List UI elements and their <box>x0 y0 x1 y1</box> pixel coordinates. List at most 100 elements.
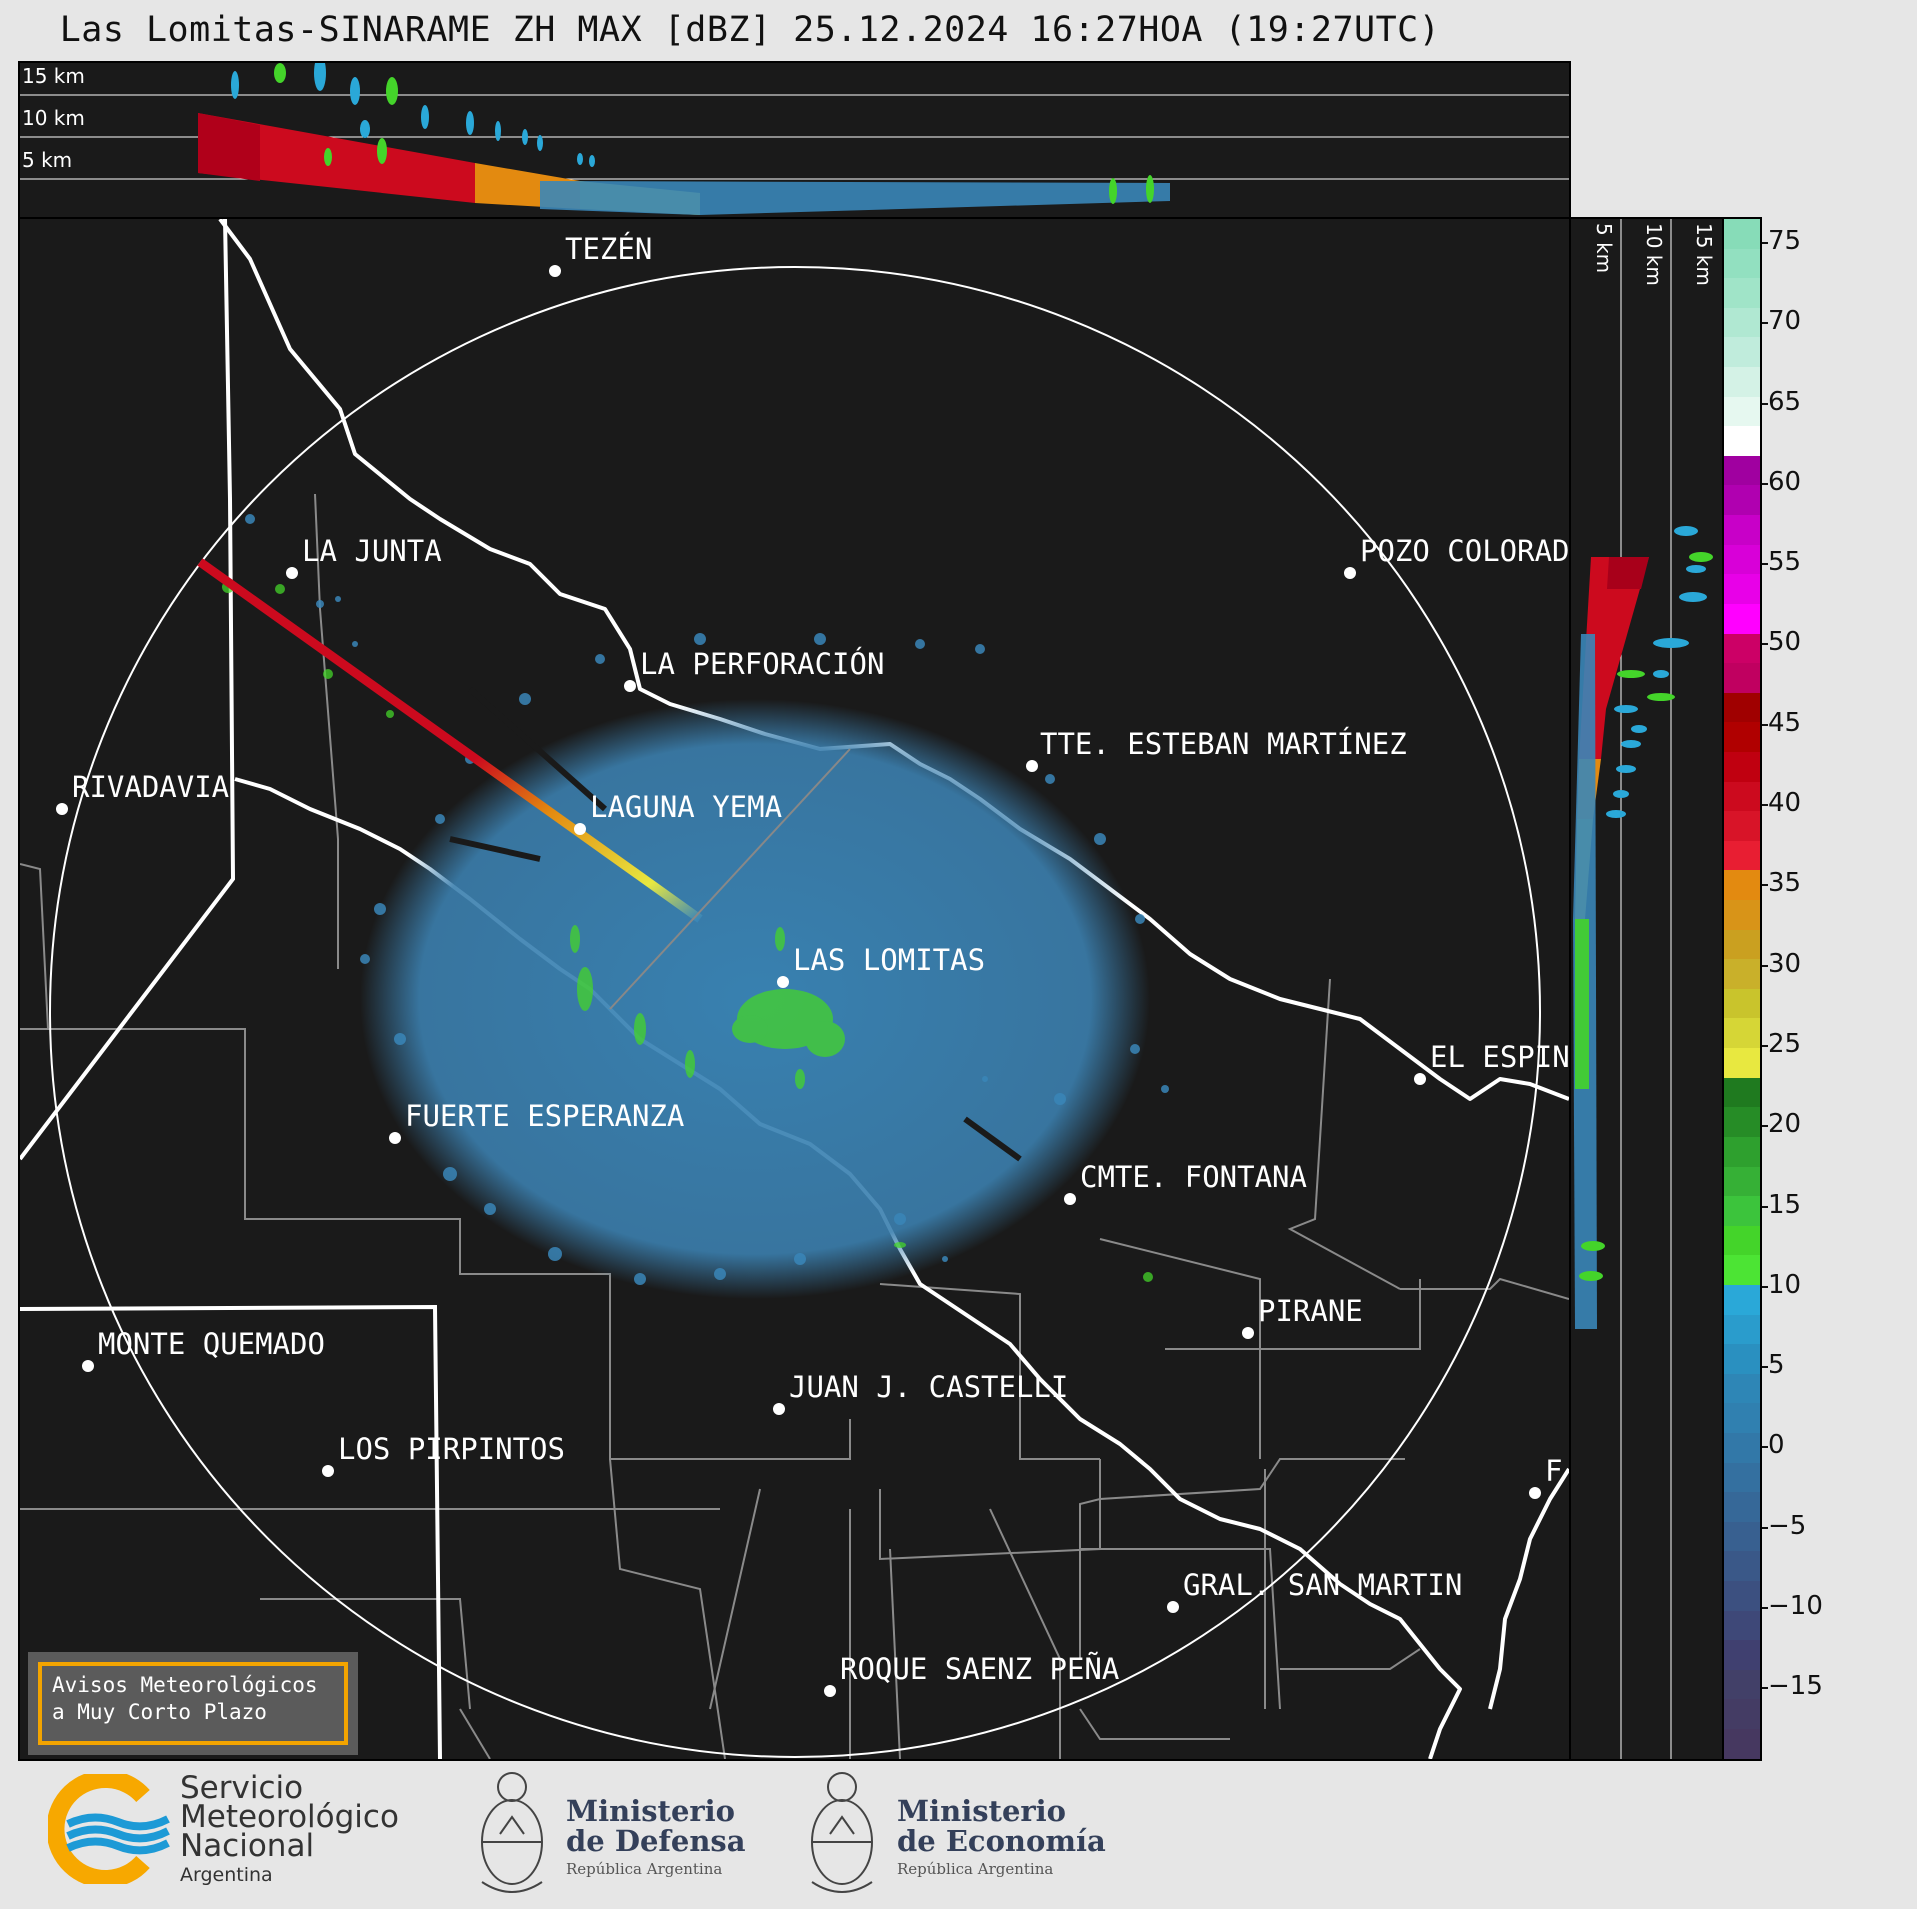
side-alt-label-5km: 5 km <box>1592 223 1616 273</box>
city-label-roque-saenz-pena: ROQUE SAENZ PEÑA <box>840 1652 1119 1686</box>
city-label-las-lomitas: LAS LOMITAS <box>793 943 985 977</box>
colorbar-segment <box>1724 1403 1760 1433</box>
colorbar-segment <box>1724 396 1760 427</box>
colorbar-segment <box>1724 751 1760 782</box>
colorbar-segment <box>1724 900 1760 930</box>
dbz-colorbar <box>1722 217 1762 1761</box>
colorbar-segment <box>1724 455 1760 486</box>
colorbar-tick-70: 70 <box>1768 306 1802 336</box>
side-alt-label-10km: 10 km <box>1642 223 1666 286</box>
colorbar-tick-50: 50 <box>1768 627 1802 657</box>
colorbar-segment <box>1724 781 1760 812</box>
colorbar-segment <box>1724 1196 1760 1226</box>
smn-line1: Servicio <box>180 1770 304 1806</box>
city-dot-pozo-colorado <box>1344 567 1356 579</box>
colorbar-segment <box>1724 1521 1760 1552</box>
city-dot-los-pirpintos <box>322 1465 334 1477</box>
avisos-line2: a Muy Corto Plazo <box>52 1700 267 1724</box>
colorbar-segment <box>1724 870 1760 901</box>
city-label-el-espin: EL ESPIN <box>1430 1040 1569 1074</box>
side-echo-green-streak <box>1575 919 1589 1089</box>
top-scattered-echoes <box>231 55 1154 204</box>
colorbar-segment <box>1724 722 1760 752</box>
colorbar-tick-minus5: −5 <box>1768 1511 1807 1541</box>
cross-section-trace <box>609 748 851 1010</box>
colorbar-tick-0: 0 <box>1768 1430 1785 1460</box>
colorbar-segment <box>1724 1581 1760 1611</box>
city-dot-monte-quemado <box>82 1360 94 1372</box>
colorbar-segment <box>1724 1048 1760 1078</box>
city-label-juan-castelli: JUAN J. CASTELLI <box>789 1370 1068 1404</box>
colorbar-tick-minus15: −15 <box>1768 1671 1823 1701</box>
side-scattered-echoes <box>1579 526 1713 1281</box>
top-cross-section-panel: 15 km 10 km 5 km <box>18 55 1571 219</box>
city-dot-la-junta <box>286 567 298 579</box>
colorbar-segment <box>1724 1344 1760 1374</box>
city-dot-f <box>1529 1487 1541 1499</box>
colorbar-segment <box>1724 337 1760 368</box>
smn-country: Argentina <box>180 1864 273 1886</box>
city-label-fuerte-esperanza: FUERTE ESPERANZA <box>405 1099 684 1133</box>
colorbar-segment <box>1724 367 1760 397</box>
city-dot-pirane <box>1242 1327 1254 1339</box>
city-dot-rivadavia <box>56 803 68 815</box>
footer-logos: Servicio Meteorológico Nacional Argentin… <box>0 1762 1917 1909</box>
department-boundaries <box>19 493 1570 1760</box>
colorbar-tick-10: 10 <box>1768 1270 1802 1300</box>
colorbar-segment <box>1724 1492 1760 1522</box>
colorbar-tick-25: 25 <box>1768 1029 1802 1059</box>
colorbar-tick-35: 35 <box>1768 868 1802 898</box>
smn-line3: Nacional <box>180 1828 315 1864</box>
top-alt-label-15km: 15 km <box>22 64 85 88</box>
defensa-logo-text: Ministerio de Defensa República Argentin… <box>566 1796 746 1878</box>
top-echo-blue-tail <box>540 181 1170 215</box>
colorbar-segment <box>1724 603 1760 634</box>
economia-country: República Argentina <box>897 1860 1054 1878</box>
city-label-la-junta: LA JUNTA <box>302 534 442 568</box>
colorbar-segment <box>1724 633 1760 664</box>
side-echo-red-dark <box>1607 557 1649 589</box>
city-label-f: F <box>1545 1454 1562 1488</box>
colorbar-segment <box>1724 1669 1760 1700</box>
colorbar-segment <box>1724 1225 1760 1256</box>
colorbar-segment <box>1724 485 1760 516</box>
colorbar-tick-minus10: −10 <box>1768 1591 1823 1621</box>
defensa-country: República Argentina <box>566 1860 723 1878</box>
echo-high-reflectivity-beam <box>197 558 703 923</box>
colorbar-tick-30: 30 <box>1768 949 1802 979</box>
economia-line2: de Economía <box>897 1824 1106 1858</box>
city-label-tte-esteban-martinez: TTE. ESTEBAN MARTÍNEZ <box>1040 727 1407 761</box>
top-echo-red-wedge <box>198 113 475 203</box>
colorbar-segment <box>1724 1729 1760 1759</box>
colorbar-tick-20: 20 <box>1768 1109 1802 1139</box>
colorbar-segment <box>1724 1373 1760 1404</box>
colorbar-segment <box>1724 663 1760 693</box>
smn-line2: Meteorológico <box>180 1799 399 1835</box>
colorbar-segment <box>1724 811 1760 841</box>
colorbar-segment <box>1724 1610 1760 1641</box>
province-boundaries <box>18 218 442 1760</box>
city-dot-gral-san-martin <box>1167 1601 1179 1613</box>
city-label-laguna-yema: LAGUNA YEMA <box>590 790 782 824</box>
economia-logo-text: Ministerio de Economía República Argenti… <box>897 1796 1106 1878</box>
colorbar-segment <box>1724 929 1760 960</box>
city-dot-tte-esteban-martinez <box>1026 760 1038 772</box>
city-dot-tezen <box>549 265 561 277</box>
city-labels: TEZÉN LA JUNTA POZO COLORAD LA PERFORACI… <box>72 232 1570 1686</box>
avisos-badge[interactable]: Avisos Meteorológicos a Muy Corto Plazo <box>28 1652 358 1755</box>
colorbar-segment <box>1724 692 1760 723</box>
colorbar-segment <box>1724 248 1760 279</box>
defensa-line2: de Defensa <box>566 1824 746 1858</box>
colorbar-tick-60: 60 <box>1768 467 1802 497</box>
city-label-rivadavia: RIVADAVIA <box>72 770 229 804</box>
colorbar-tick-5: 5 <box>1768 1350 1785 1380</box>
city-dot-fuerte-esperanza <box>389 1132 401 1144</box>
city-label-tezen: TEZÉN <box>565 232 652 266</box>
coat-of-arms-icon <box>481 1772 543 1893</box>
economia-line1: Ministerio <box>897 1794 1067 1828</box>
colorbar-tick-15: 15 <box>1768 1190 1802 1220</box>
colorbar-segment <box>1724 1462 1760 1493</box>
top-echo-red-dark <box>198 113 260 181</box>
smn-logo-text: Servicio Meteorológico Nacional Argentin… <box>180 1770 399 1890</box>
colorbar-segment <box>1724 1699 1760 1730</box>
